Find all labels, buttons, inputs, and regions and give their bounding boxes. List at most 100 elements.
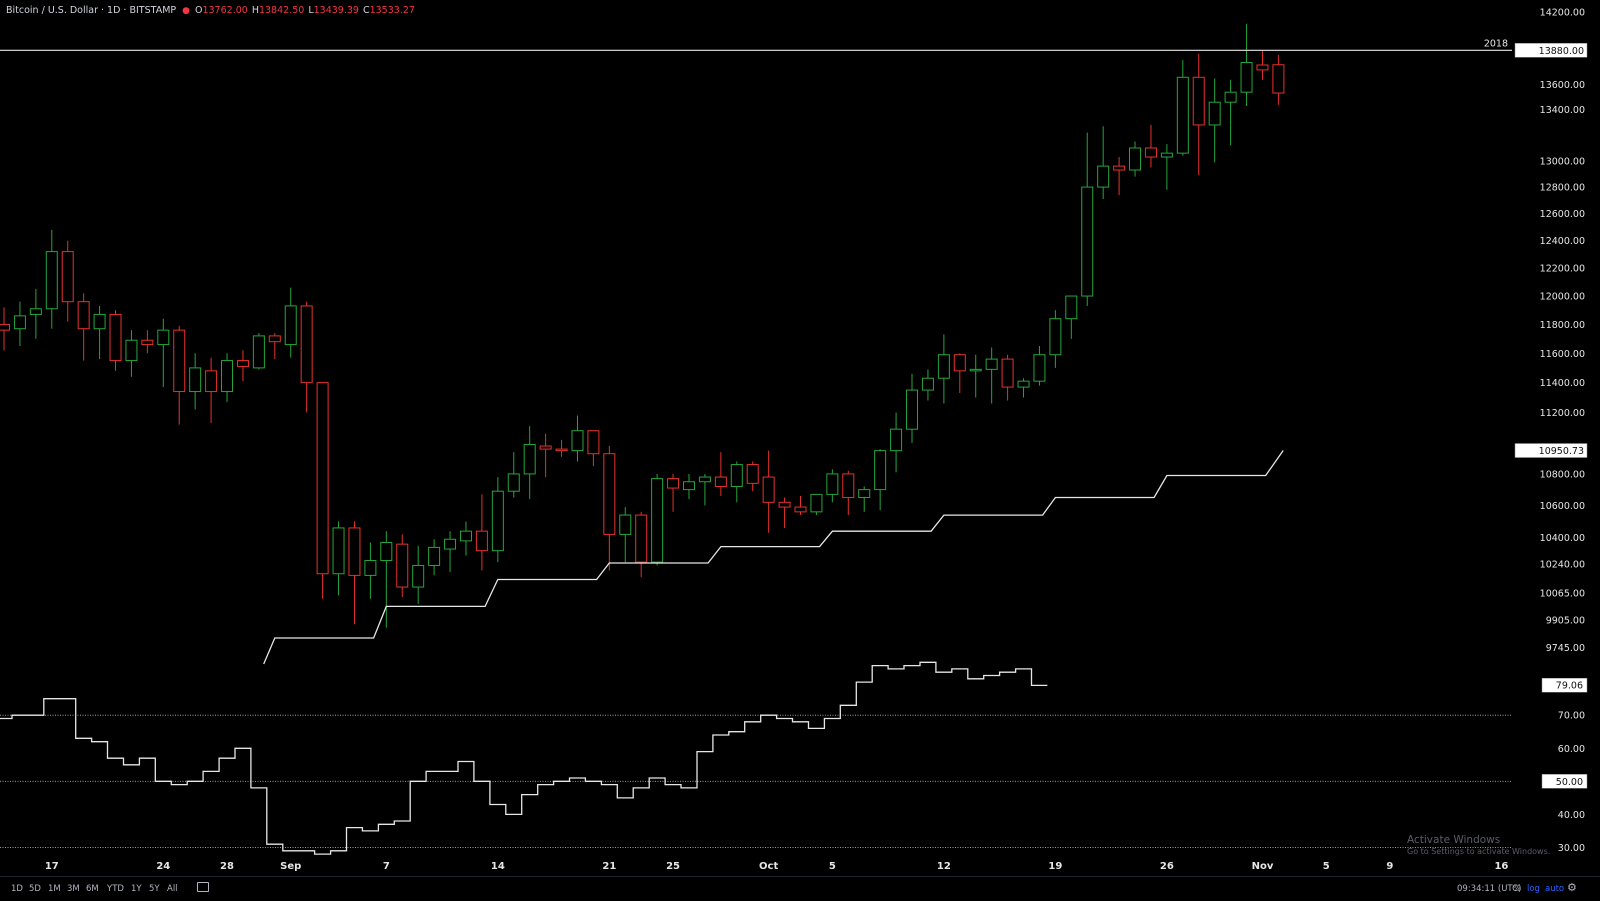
candle xyxy=(93,305,106,360)
timeframe-ytd-button[interactable]: YTD xyxy=(107,884,124,894)
candle-body xyxy=(1049,318,1062,356)
candle-body xyxy=(459,530,472,542)
time-tick-label: 17 xyxy=(45,861,59,872)
candle-body xyxy=(491,490,504,552)
candle xyxy=(13,301,26,347)
candle xyxy=(125,330,138,377)
auto-scale-toggle[interactable]: auto xyxy=(1545,884,1565,894)
candle xyxy=(459,521,472,556)
calendar-range-icon[interactable] xyxy=(197,882,209,892)
candle xyxy=(746,461,759,492)
candle xyxy=(364,542,377,599)
candle-body xyxy=(778,501,791,508)
candle xyxy=(858,486,871,512)
candle-body xyxy=(826,473,839,495)
timeframe-all-button[interactable]: All xyxy=(167,884,178,894)
candle-body xyxy=(1272,64,1285,94)
candle xyxy=(348,521,361,625)
timeframe-1y-button[interactable]: 1Y xyxy=(131,884,142,894)
candle xyxy=(682,473,695,500)
candle xyxy=(0,307,10,351)
candle-body xyxy=(236,360,249,367)
candle-body xyxy=(603,453,616,535)
candle-body xyxy=(1113,165,1126,171)
candle-body xyxy=(1065,295,1078,320)
time-tick-label: Oct xyxy=(759,861,778,872)
candle-body xyxy=(571,430,584,452)
candle xyxy=(316,382,329,599)
log-scale-toggle[interactable]: log xyxy=(1527,884,1540,894)
candle-body xyxy=(1033,354,1046,382)
candle xyxy=(539,433,552,478)
trailing-step-line xyxy=(263,450,1284,665)
level-2018-price-box-bg xyxy=(1514,43,1588,58)
candle xyxy=(236,350,249,382)
price-tick-label: 12000.00 xyxy=(1540,292,1585,303)
chart-canvas[interactable]: 2018 14200.00 13600.00 13400.00 13000.00 128… xyxy=(0,0,1600,876)
step-line-price-box-text: 10950.73 xyxy=(1539,446,1584,457)
level-2018-label: 2018 xyxy=(1484,38,1508,49)
level-2018-price-box-text: 13880.00 xyxy=(1539,46,1584,57)
candle-body xyxy=(157,329,170,346)
oscillator-step-line xyxy=(0,661,1048,855)
price-tick-label: 14200.00 xyxy=(1540,7,1585,18)
candle-body xyxy=(810,493,823,513)
time-tick-label: 26 xyxy=(1160,861,1174,872)
timeframe-1m-button[interactable]: 1M xyxy=(48,884,61,894)
candle xyxy=(1192,53,1205,176)
osc-tick-label: 30.00 xyxy=(1558,843,1585,854)
candle-body xyxy=(651,478,664,563)
timeframe-1d-button[interactable]: 1D xyxy=(11,884,23,894)
candle-body xyxy=(252,335,265,369)
candle-body xyxy=(1144,147,1157,158)
price-tick-label: 12800.00 xyxy=(1540,183,1585,194)
osc-last-value-box-bg xyxy=(1541,677,1588,693)
candle-body xyxy=(61,251,74,303)
candle-body xyxy=(173,329,186,393)
candle-body xyxy=(205,370,218,393)
candle xyxy=(969,354,982,398)
timeframe-5d-button[interactable]: 5D xyxy=(29,884,41,894)
candle-body xyxy=(268,335,281,343)
osc-50-box-bg xyxy=(1541,774,1588,789)
utc-clock[interactable]: 09:34:11 (UTC) xyxy=(1457,884,1522,894)
candle xyxy=(444,531,457,573)
candle xyxy=(1144,124,1157,168)
symbol-title[interactable]: Bitcoin / U.S. Dollar · 1D · BITSTAMP xyxy=(6,5,177,16)
candle xyxy=(141,330,154,354)
timeframe-6m-button[interactable]: 6M xyxy=(86,884,99,894)
candle xyxy=(603,446,616,571)
candle xyxy=(778,497,791,528)
candle xyxy=(730,461,743,503)
price-tick-label: 10065.00 xyxy=(1540,588,1585,599)
candle-body xyxy=(141,339,154,346)
candle-body xyxy=(1192,76,1205,126)
osc-tick-label: 70.00 xyxy=(1558,711,1585,722)
candle-body xyxy=(539,445,552,450)
osc-last-value-box: 79.06 xyxy=(1541,677,1588,693)
step-line-price-box-bg xyxy=(1514,443,1588,458)
osc-50-box-text: 50.00 xyxy=(1556,777,1583,788)
candle xyxy=(396,534,409,598)
candle-body xyxy=(77,301,90,330)
candle xyxy=(587,430,600,467)
candle-body xyxy=(969,368,982,372)
candle-body xyxy=(0,323,10,331)
time-tick-label: 16 xyxy=(1494,861,1508,872)
percent-scale-toggle[interactable]: % xyxy=(1513,884,1522,894)
low-label: L xyxy=(308,5,314,16)
gear-icon[interactable]: ⚙ xyxy=(1567,881,1577,894)
price-tick-label: 10600.00 xyxy=(1540,501,1585,512)
candle xyxy=(953,353,966,394)
candle-body xyxy=(221,360,234,393)
candle xyxy=(29,289,42,339)
timeframe-3m-button[interactable]: 3M xyxy=(67,884,80,894)
candle xyxy=(268,333,281,360)
price-tick-label: 11800.00 xyxy=(1540,320,1585,331)
low-value: 13439.39 xyxy=(313,5,359,16)
candle xyxy=(921,369,934,401)
candle-body xyxy=(555,448,568,452)
candle-body xyxy=(1097,165,1110,188)
candle-body xyxy=(1129,147,1142,171)
timeframe-5y-button[interactable]: 5Y xyxy=(149,884,160,894)
